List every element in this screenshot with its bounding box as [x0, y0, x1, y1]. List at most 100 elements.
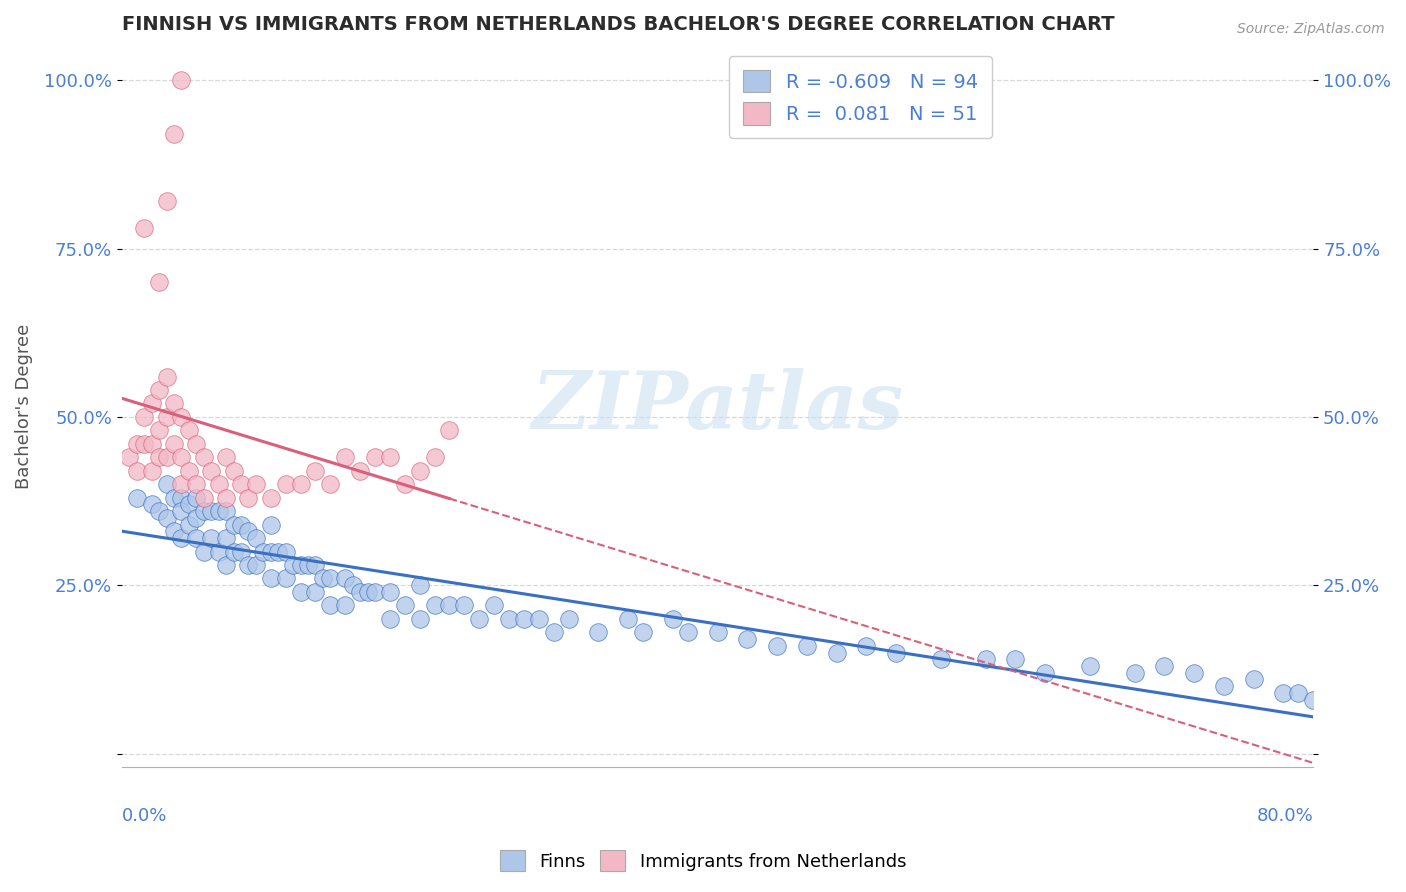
Point [290, 585, 312, 599]
Point [439, 423, 461, 437]
Point [155, 477, 177, 491]
Point [125, 464, 148, 478]
Point [260, 544, 283, 558]
Point [409, 578, 432, 592]
Point [155, 194, 177, 209]
Point [1182, 665, 1205, 680]
Point [163, 437, 186, 451]
Point [200, 504, 222, 518]
Point [170, 491, 193, 505]
Text: ZIPatlas: ZIPatlas [531, 368, 904, 446]
Point [588, 625, 610, 640]
Point [155, 409, 177, 424]
Point [186, 491, 208, 505]
Point [394, 477, 416, 491]
Point [215, 531, 238, 545]
Point [737, 632, 759, 646]
Point [335, 572, 357, 586]
Point [193, 491, 215, 505]
Point [319, 477, 342, 491]
Point [170, 477, 193, 491]
Point [134, 437, 156, 451]
Point [825, 646, 848, 660]
Point [148, 450, 170, 465]
Point [200, 464, 222, 478]
Point [349, 585, 371, 599]
Point [281, 558, 304, 572]
Point [766, 639, 789, 653]
Point [148, 383, 170, 397]
Point [118, 450, 141, 465]
Point [796, 639, 818, 653]
Point [186, 531, 208, 545]
Point [186, 511, 208, 525]
Point [378, 612, 401, 626]
Point [134, 409, 156, 424]
Point [229, 544, 252, 558]
Point [170, 531, 193, 545]
Point [177, 517, 200, 532]
Point [193, 504, 215, 518]
Point [229, 517, 252, 532]
Point [163, 491, 186, 505]
Point [267, 544, 290, 558]
Point [238, 558, 260, 572]
Point [1212, 679, 1234, 693]
Point [543, 625, 565, 640]
Point [662, 612, 685, 626]
Point [468, 612, 491, 626]
Point [423, 599, 446, 613]
Point [245, 477, 267, 491]
Point [1123, 665, 1146, 680]
Text: 80.0%: 80.0% [1257, 807, 1313, 825]
Point [319, 599, 342, 613]
Point [208, 504, 231, 518]
Point [290, 558, 312, 572]
Y-axis label: Bachelor's Degree: Bachelor's Degree [15, 324, 32, 490]
Point [364, 585, 387, 599]
Point [238, 524, 260, 539]
Point [155, 511, 177, 525]
Point [134, 221, 156, 235]
Point [319, 572, 342, 586]
Point [215, 504, 238, 518]
Point [631, 625, 654, 640]
Point [335, 450, 357, 465]
Point [304, 464, 326, 478]
Point [260, 491, 283, 505]
Point [1033, 665, 1056, 680]
Point [335, 599, 357, 613]
Point [222, 544, 245, 558]
Point [617, 612, 640, 626]
Point [676, 625, 699, 640]
Point [1153, 659, 1175, 673]
Point [378, 585, 401, 599]
Point [304, 585, 326, 599]
Point [186, 477, 208, 491]
Point [423, 450, 446, 465]
Point [274, 477, 297, 491]
Point [290, 477, 312, 491]
Point [342, 578, 364, 592]
Point [394, 599, 416, 613]
Point [245, 558, 267, 572]
Point [304, 558, 326, 572]
Text: FINNISH VS IMMIGRANTS FROM NETHERLANDS BACHELOR'S DEGREE CORRELATION CHART: FINNISH VS IMMIGRANTS FROM NETHERLANDS B… [122, 15, 1115, 34]
Point [200, 531, 222, 545]
Point [245, 531, 267, 545]
Point [170, 73, 193, 87]
Point [193, 450, 215, 465]
Point [1243, 673, 1265, 687]
Point [1272, 686, 1295, 700]
Point [170, 409, 193, 424]
Point [163, 127, 186, 141]
Point [349, 464, 371, 478]
Point [177, 423, 200, 437]
Point [215, 491, 238, 505]
Point [186, 437, 208, 451]
Point [208, 477, 231, 491]
Point [297, 558, 319, 572]
Point [855, 639, 877, 653]
Point [141, 437, 163, 451]
Point [274, 544, 297, 558]
